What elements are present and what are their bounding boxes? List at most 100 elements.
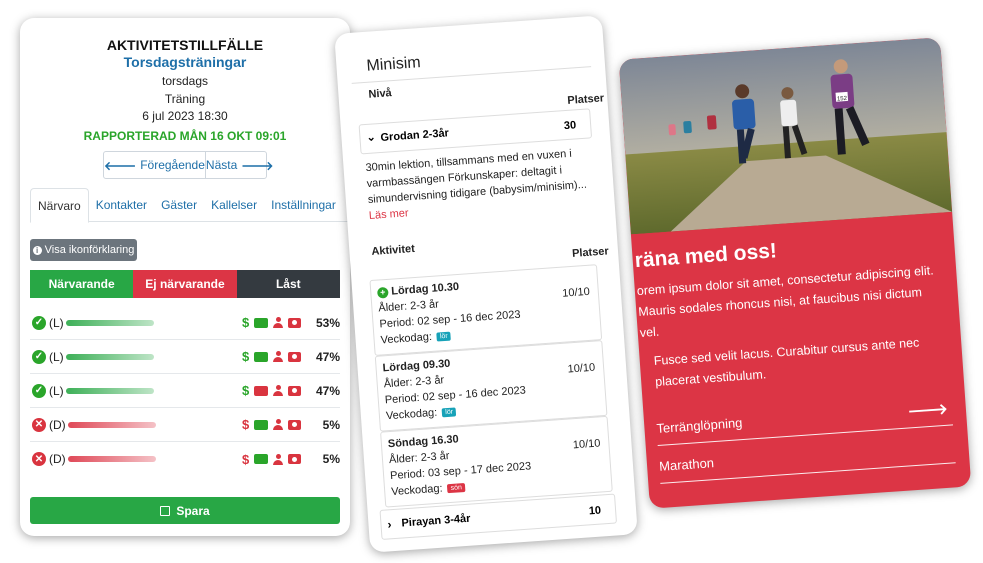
attendance-row[interactable]: ✓ (L) $ 47% — [30, 340, 340, 374]
next-button[interactable]: Nästa 🡒 — [206, 152, 274, 178]
activity-title: AKTIVITETSTILLFÄLLE — [106, 37, 264, 53]
dollar-icon[interactable]: $ — [242, 315, 250, 330]
camera-icon[interactable] — [288, 454, 302, 464]
chevron-right-icon: › — [387, 517, 393, 532]
tab-kallelser[interactable]: Kallelser — [211, 198, 258, 212]
tab-kontakter[interactable]: Kontakter — [95, 198, 148, 212]
camera-icon[interactable] — [288, 419, 302, 430]
attendance-row[interactable]: ✓ (L) $ 47% — [30, 374, 340, 408]
info-icon: i — [32, 245, 42, 255]
weekday-badge: lör — [436, 331, 452, 342]
previous-button[interactable]: 🡐 Föregående — [104, 152, 206, 178]
attendance-row[interactable]: ✓ (L) $ 53% — [30, 306, 340, 340]
session-item[interactable]: Söndag 16.30 Ålder: 2-3 år Period: 03 se… — [380, 415, 613, 508]
weekday-badge: lör — [441, 407, 457, 417]
arrow-right-icon: 🡒 — [241, 158, 274, 173]
row-icons: $ — [242, 349, 302, 364]
session-name-text: Lördag 09.30 — [382, 357, 451, 375]
session-name: + Lördag 10.30 — [376, 281, 459, 299]
row-icons: $ — [242, 451, 302, 467]
description-text: 30min lektion, tillsammans med en vuxen … — [365, 147, 588, 207]
id-card-icon[interactable] — [254, 419, 269, 430]
id-card-icon[interactable] — [254, 385, 269, 396]
user-icon[interactable] — [273, 351, 284, 362]
attendance-filter-segments: Närvarande Ej närvarande Låst — [30, 270, 340, 298]
user-icon[interactable] — [273, 419, 284, 430]
tab-installningar[interactable]: Inställningar — [271, 198, 336, 212]
floppy-disk-icon — [160, 505, 171, 516]
check-circle-icon[interactable]: ✓ — [32, 349, 46, 364]
user-icon[interactable] — [273, 453, 284, 465]
tab-gaster[interactable]: Gäster — [161, 198, 198, 212]
user-icon[interactable] — [273, 317, 284, 328]
participant-code: (L) — [49, 349, 64, 364]
attendance-row[interactable]: ✕ (D) $ 5% — [30, 408, 340, 442]
chevron-down-icon: ⌄ — [366, 131, 377, 144]
arrow-right-icon: 🡒 — [907, 400, 949, 421]
session-age: Ålder: 2-3 år — [378, 298, 440, 315]
race-bib-number: 152 — [837, 96, 848, 103]
show-icon-legend-button[interactable]: i Visa ikonförklaring — [30, 239, 137, 261]
course-title: Minisim — [365, 54, 422, 75]
level-group-places: 30 — [563, 119, 577, 133]
session-age: Ålder: 2-3 år — [388, 449, 450, 467]
promo-heading: räna med oss! — [633, 239, 778, 273]
segment-present[interactable]: Närvarande — [30, 270, 134, 298]
promo-card: 152 räna med oss! orem ipsum dolor sit a… — [618, 37, 972, 509]
attendance-percent: 47% — [315, 349, 340, 364]
participant-code: (D) — [49, 417, 66, 432]
prev-next-nav: 🡐 Föregående Nästa 🡒 — [103, 151, 273, 179]
course-card: Minisim Nivå Platser ⌄ Grodan 2-3år 30 3… — [334, 15, 638, 553]
course-description: 30min lektion, tillsammans med en vuxen … — [365, 144, 595, 224]
previous-label: Föregående — [140, 158, 205, 172]
attendance-percent: 47% — [315, 383, 340, 398]
dollar-icon[interactable]: $ — [242, 383, 250, 398]
camera-icon[interactable] — [288, 317, 302, 328]
places-heading: Platser — [571, 245, 610, 260]
next-label: Nästa — [205, 158, 238, 172]
activity-type: Träning — [164, 92, 206, 106]
activity-weekday: torsdags — [161, 74, 209, 88]
level-heading: Nivå — [368, 87, 393, 101]
activity-datetime: 6 jul 2023 18:30 — [142, 109, 228, 123]
attendance-tabs: Närvaro Kontakter Gäster Kallelser Instä… — [30, 188, 350, 223]
activity-name-link[interactable]: Torsdagsträningar — [123, 54, 247, 70]
arrow-left-icon: 🡐 — [104, 158, 137, 173]
segment-locked[interactable]: Låst — [236, 270, 340, 298]
session-weekday: Veckodag: lör — [386, 405, 457, 422]
camera-icon[interactable] — [288, 351, 302, 362]
session-name: Söndag 16.30 — [388, 433, 460, 450]
tab-narvaro[interactable]: Närvaro — [30, 188, 89, 223]
attendance-percent: 5% — [322, 452, 340, 466]
attendance-row[interactable]: ✕ (D) $ 5% — [30, 442, 340, 476]
attendance-list: ✓ (L) $ 53% ✓ (L) $ — [30, 306, 340, 476]
blurred-participant-name — [67, 421, 156, 428]
save-button[interactable]: Spara — [30, 497, 340, 524]
dollar-icon[interactable]: $ — [242, 451, 250, 467]
id-card-icon[interactable] — [254, 317, 269, 328]
check-circle-icon[interactable]: ✓ — [32, 383, 46, 398]
promo-paragraph-2: Fusce sed velit lacus. Curabitur cursus … — [653, 335, 920, 389]
save-label: Spara — [176, 503, 210, 518]
session-weekday: Veckodag: sön — [391, 481, 466, 498]
weekday-badge: sön — [447, 482, 466, 493]
x-circle-icon[interactable]: ✕ — [32, 417, 46, 432]
blurred-participant-name — [65, 319, 154, 326]
x-circle-icon[interactable]: ✕ — [32, 452, 46, 466]
level-group-places: 10 — [588, 504, 602, 518]
read-more-link[interactable]: Läs mer — [368, 207, 410, 222]
dollar-icon[interactable]: $ — [242, 417, 250, 432]
id-card-icon[interactable] — [254, 454, 269, 464]
check-circle-icon[interactable]: ✓ — [32, 315, 46, 330]
segment-absent[interactable]: Ej närvarande — [133, 270, 237, 298]
session-name: Lördag 09.30 — [382, 358, 451, 375]
blurred-participant-name — [67, 456, 156, 462]
plus-circle-icon[interactable]: + — [376, 286, 389, 299]
user-icon[interactable] — [273, 385, 284, 396]
attendance-percent: 5% — [322, 417, 340, 432]
camera-icon[interactable] — [288, 385, 302, 396]
dollar-icon[interactable]: $ — [242, 349, 250, 364]
id-card-icon[interactable] — [254, 351, 269, 362]
runners-photo: 152 — [618, 37, 953, 235]
